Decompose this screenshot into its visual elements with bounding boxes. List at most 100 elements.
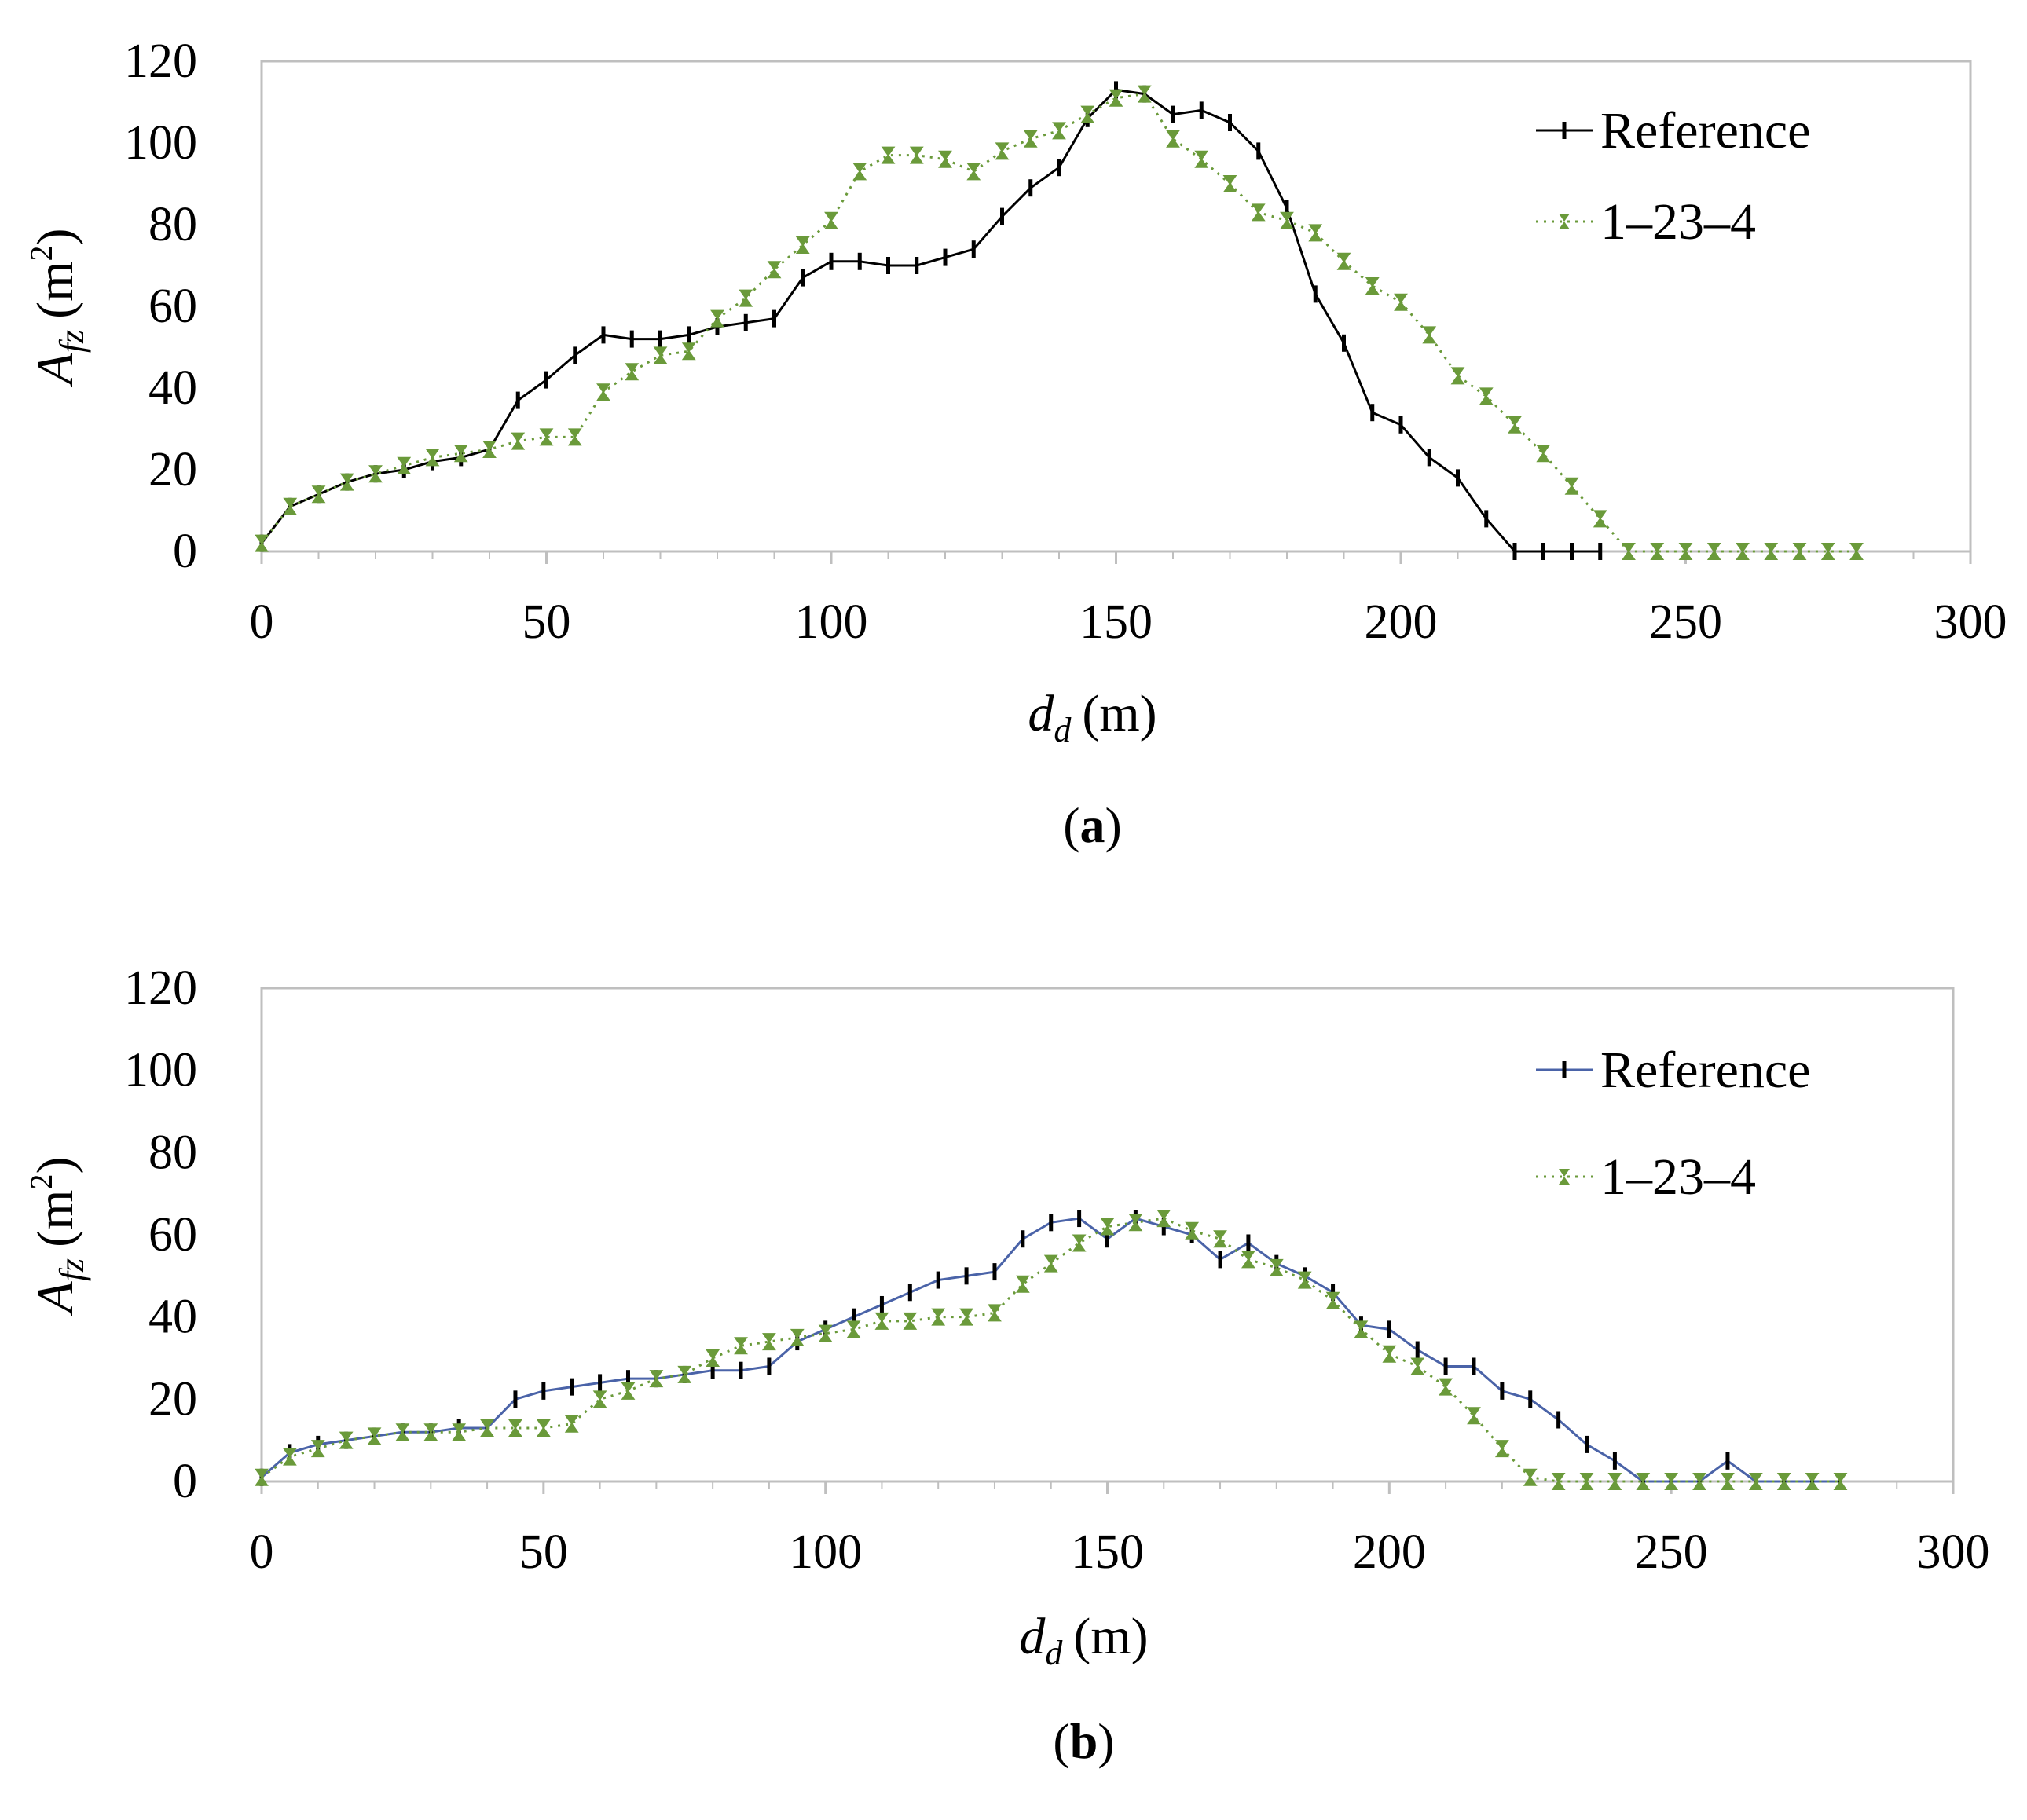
data-point-marker (1080, 105, 1095, 123)
data-point-marker (1269, 1258, 1284, 1276)
data-point-marker (1109, 89, 1123, 107)
data-point-marker (1280, 211, 1294, 229)
legend-entry-reference: Reference (1536, 1042, 1810, 1099)
data-point-marker (311, 485, 326, 504)
legend-label: 1–23–4 (1600, 1148, 1756, 1206)
data-point-marker (1394, 293, 1408, 311)
data-point-marker (1721, 1473, 1735, 1490)
data-point-marker (931, 1308, 946, 1326)
data-point-marker (1536, 445, 1551, 463)
data-point-marker (1166, 130, 1180, 148)
panel-label-open: ( (1063, 797, 1079, 853)
x-tick-label: 100 (789, 1525, 862, 1579)
legend-label: 1–23–4 (1600, 193, 1756, 251)
legend-entry-1-23-4: 1–23–4 (1536, 1148, 1756, 1206)
data-point-marker (1450, 367, 1465, 385)
data-point-marker (482, 441, 497, 458)
data-point-marker (846, 1320, 861, 1338)
data-point-marker (767, 261, 782, 279)
data-point-marker (397, 456, 412, 474)
data-point-marker (1439, 1378, 1453, 1396)
data-point-marker (739, 289, 753, 307)
legend-marker (1559, 1169, 1570, 1185)
data-point-marker (255, 534, 269, 552)
data-point-marker (903, 1312, 918, 1330)
data-point-marker (1467, 1407, 1481, 1425)
data-point-marker (1052, 122, 1066, 140)
y-tick-label: 120 (124, 35, 197, 88)
x-axis-title: dd (m) (1028, 685, 1156, 749)
panel-label-open: ( (1053, 1713, 1069, 1769)
data-point-marker (1194, 150, 1209, 168)
data-point-marker (1222, 175, 1237, 192)
data-point-marker (938, 150, 952, 168)
x-tick-label: 0 (250, 595, 274, 649)
data-point-marker (1792, 543, 1807, 560)
data-point-marker (1833, 1473, 1848, 1490)
data-point-marker (425, 449, 440, 467)
data-point-marker (1100, 1218, 1115, 1236)
panel-label-close: ) (1105, 797, 1122, 853)
data-point-marker (1241, 1251, 1255, 1269)
data-point-marker (1664, 1473, 1679, 1490)
x-axis-var: d (1028, 685, 1054, 742)
series-1-23-4 (255, 1210, 1848, 1490)
data-point-marker (1692, 1473, 1706, 1490)
data-point-marker (1365, 277, 1380, 295)
data-point-marker (1508, 416, 1522, 434)
data-point-marker (1213, 1230, 1227, 1248)
y-axis-var: A (27, 1281, 84, 1316)
y-axis-title: Afz (m2) (24, 229, 91, 388)
data-point-marker (511, 432, 526, 450)
data-point-marker (480, 1419, 494, 1437)
data-point-marker (339, 1431, 354, 1449)
y-axis-var: A (27, 353, 84, 388)
data-point-marker (1523, 1468, 1538, 1486)
data-point-marker (881, 146, 896, 164)
data-point-marker (1849, 543, 1864, 560)
y-axis-unit: (m (27, 1189, 84, 1247)
x-axis-unit: (m) (1082, 685, 1156, 742)
data-point-marker (596, 383, 610, 401)
x-axis-subscript: d (1054, 711, 1072, 749)
data-point-marker (1579, 1473, 1594, 1490)
x-tick-label: 100 (795, 595, 868, 649)
y-tick-label: 40 (148, 361, 197, 415)
data-point-marker (1650, 543, 1665, 560)
y-axis-subscript: fz (53, 330, 91, 353)
y-axis-close: ) (27, 1157, 84, 1174)
data-point-marker (536, 1419, 551, 1437)
series-reference (259, 81, 1603, 560)
data-point-marker (423, 1423, 438, 1441)
y-axis-superscript: 2 (24, 245, 59, 261)
data-point-marker (1336, 252, 1351, 270)
data-point-marker (621, 1382, 636, 1400)
data-point-marker (1023, 130, 1038, 148)
data-point-marker (1156, 1210, 1171, 1228)
data-point-marker (1706, 543, 1721, 560)
x-tick-label: 0 (250, 1525, 274, 1579)
x-tick-label: 300 (1934, 595, 2007, 649)
data-point-marker (761, 1333, 776, 1351)
data-point-marker (1325, 1291, 1340, 1309)
data-point-marker (824, 211, 838, 229)
data-point-marker (255, 1468, 269, 1486)
data-point-marker (1805, 1473, 1820, 1490)
y-tick-label: 80 (148, 1126, 197, 1179)
data-point-marker (1308, 224, 1323, 242)
data-point-marker (909, 146, 924, 164)
data-point-marker (1251, 203, 1266, 222)
panel-label-close: ) (1098, 1713, 1114, 1769)
data-point-marker (653, 346, 668, 364)
data-point-marker (339, 473, 354, 491)
data-point-marker (1354, 1320, 1369, 1338)
data-point-marker (1015, 1275, 1030, 1293)
data-point-marker (790, 1328, 805, 1346)
data-point-marker (1820, 543, 1835, 560)
y-axis-unit: (m (27, 261, 84, 318)
y-tick-label: 20 (148, 1372, 197, 1426)
data-point-marker (1185, 1221, 1200, 1240)
x-axis-unit: (m) (1073, 1608, 1148, 1665)
data-point-marker (1494, 1440, 1509, 1458)
